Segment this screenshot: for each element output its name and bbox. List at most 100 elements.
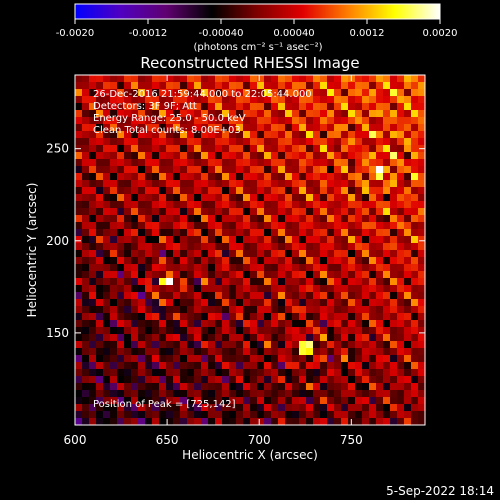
heatmap-cell xyxy=(166,82,173,89)
heatmap-cell xyxy=(341,145,348,152)
heatmap-cell xyxy=(229,89,236,96)
heatmap-cell xyxy=(355,243,362,250)
heatmap-cell xyxy=(250,250,257,257)
heatmap-cell xyxy=(201,271,208,278)
heatmap-cell xyxy=(152,117,159,124)
heatmap-cell xyxy=(348,215,355,222)
heatmap-cell xyxy=(236,173,243,180)
heatmap-cell xyxy=(362,222,369,229)
heatmap-cell xyxy=(334,397,341,404)
heatmap-cell xyxy=(264,82,271,89)
heatmap-cell xyxy=(257,390,264,397)
heatmap-cell xyxy=(397,89,404,96)
heatmap-cell xyxy=(348,89,355,96)
heatmap-cell xyxy=(313,292,320,299)
heatmap-cell xyxy=(355,369,362,376)
heatmap-cell xyxy=(89,138,96,145)
heatmap-cell xyxy=(159,313,166,320)
heatmap-cell xyxy=(187,103,194,110)
heatmap-cell xyxy=(75,264,82,271)
heatmap-cell xyxy=(327,208,334,215)
heatmap-cell xyxy=(362,397,369,404)
heatmap-cell xyxy=(208,327,215,334)
heatmap-cell xyxy=(313,96,320,103)
heatmap-cell xyxy=(271,327,278,334)
heatmap-cell xyxy=(264,152,271,159)
heatmap-cell xyxy=(418,96,425,103)
heatmap-cell xyxy=(390,341,397,348)
heatmap-cell xyxy=(215,250,222,257)
heatmap-cell xyxy=(180,390,187,397)
heatmap-cell xyxy=(138,292,145,299)
heatmap-cell xyxy=(75,82,82,89)
heatmap-cell xyxy=(292,271,299,278)
heatmap-cell xyxy=(229,278,236,285)
heatmap-cell xyxy=(229,201,236,208)
heatmap-cell xyxy=(131,327,138,334)
heatmap-cell xyxy=(348,187,355,194)
heatmap-cell xyxy=(411,257,418,264)
heatmap-cell xyxy=(103,236,110,243)
heatmap-cell xyxy=(306,411,313,418)
heatmap-cell xyxy=(145,383,152,390)
heatmap-cell xyxy=(110,418,117,425)
heatmap-cell xyxy=(320,278,327,285)
heatmap-cell xyxy=(292,201,299,208)
heatmap-cell xyxy=(264,96,271,103)
heatmap-cell xyxy=(201,264,208,271)
heatmap-cell xyxy=(194,194,201,201)
heatmap-cell xyxy=(96,187,103,194)
heatmap-cell xyxy=(257,96,264,103)
heatmap-cell xyxy=(411,327,418,334)
heatmap-cell xyxy=(313,229,320,236)
heatmap-cell xyxy=(390,257,397,264)
heatmap-cell xyxy=(124,222,131,229)
heatmap-cell xyxy=(285,117,292,124)
heatmap-cell xyxy=(327,397,334,404)
heatmap-cell xyxy=(348,334,355,341)
heatmap-cell xyxy=(257,131,264,138)
heatmap-cell xyxy=(334,159,341,166)
heatmap-cell xyxy=(194,75,201,82)
heatmap-cell xyxy=(383,194,390,201)
heatmap-cell xyxy=(222,215,229,222)
heatmap-cell xyxy=(257,257,264,264)
heatmap-cell xyxy=(124,285,131,292)
heatmap-cell xyxy=(159,243,166,250)
heatmap-cell xyxy=(250,327,257,334)
heatmap-cell xyxy=(243,313,250,320)
heatmap-cell xyxy=(320,411,327,418)
heatmap-cell xyxy=(173,418,180,425)
heatmap-cell xyxy=(271,383,278,390)
heatmap-cell xyxy=(145,327,152,334)
heatmap-cell xyxy=(131,404,138,411)
heatmap-cell xyxy=(152,313,159,320)
heatmap-cell xyxy=(124,306,131,313)
heatmap-cell xyxy=(411,152,418,159)
heatmap-cell xyxy=(327,264,334,271)
heatmap-cell xyxy=(166,194,173,201)
heatmap-cell xyxy=(278,229,285,236)
heatmap-cell xyxy=(299,145,306,152)
heatmap-cell xyxy=(236,334,243,341)
heatmap-cell xyxy=(299,292,306,299)
heatmap-cell xyxy=(362,285,369,292)
heatmap-cell xyxy=(376,292,383,299)
heatmap-cell xyxy=(89,96,96,103)
heatmap-cell xyxy=(257,138,264,145)
heatmap-cell xyxy=(292,243,299,250)
heatmap-cell xyxy=(201,404,208,411)
heatmap-cell xyxy=(222,334,229,341)
heatmap-cell xyxy=(404,222,411,229)
heatmap-cell xyxy=(362,271,369,278)
heatmap-cell xyxy=(306,208,313,215)
heatmap-cell xyxy=(110,334,117,341)
heatmap-cell xyxy=(320,131,327,138)
heatmap-cell xyxy=(110,362,117,369)
heatmap-cell xyxy=(390,75,397,82)
heatmap-cell xyxy=(152,243,159,250)
heatmap-cell xyxy=(159,348,166,355)
heatmap-cell xyxy=(82,369,89,376)
heatmap-cell xyxy=(187,117,194,124)
heatmap-cell xyxy=(341,159,348,166)
